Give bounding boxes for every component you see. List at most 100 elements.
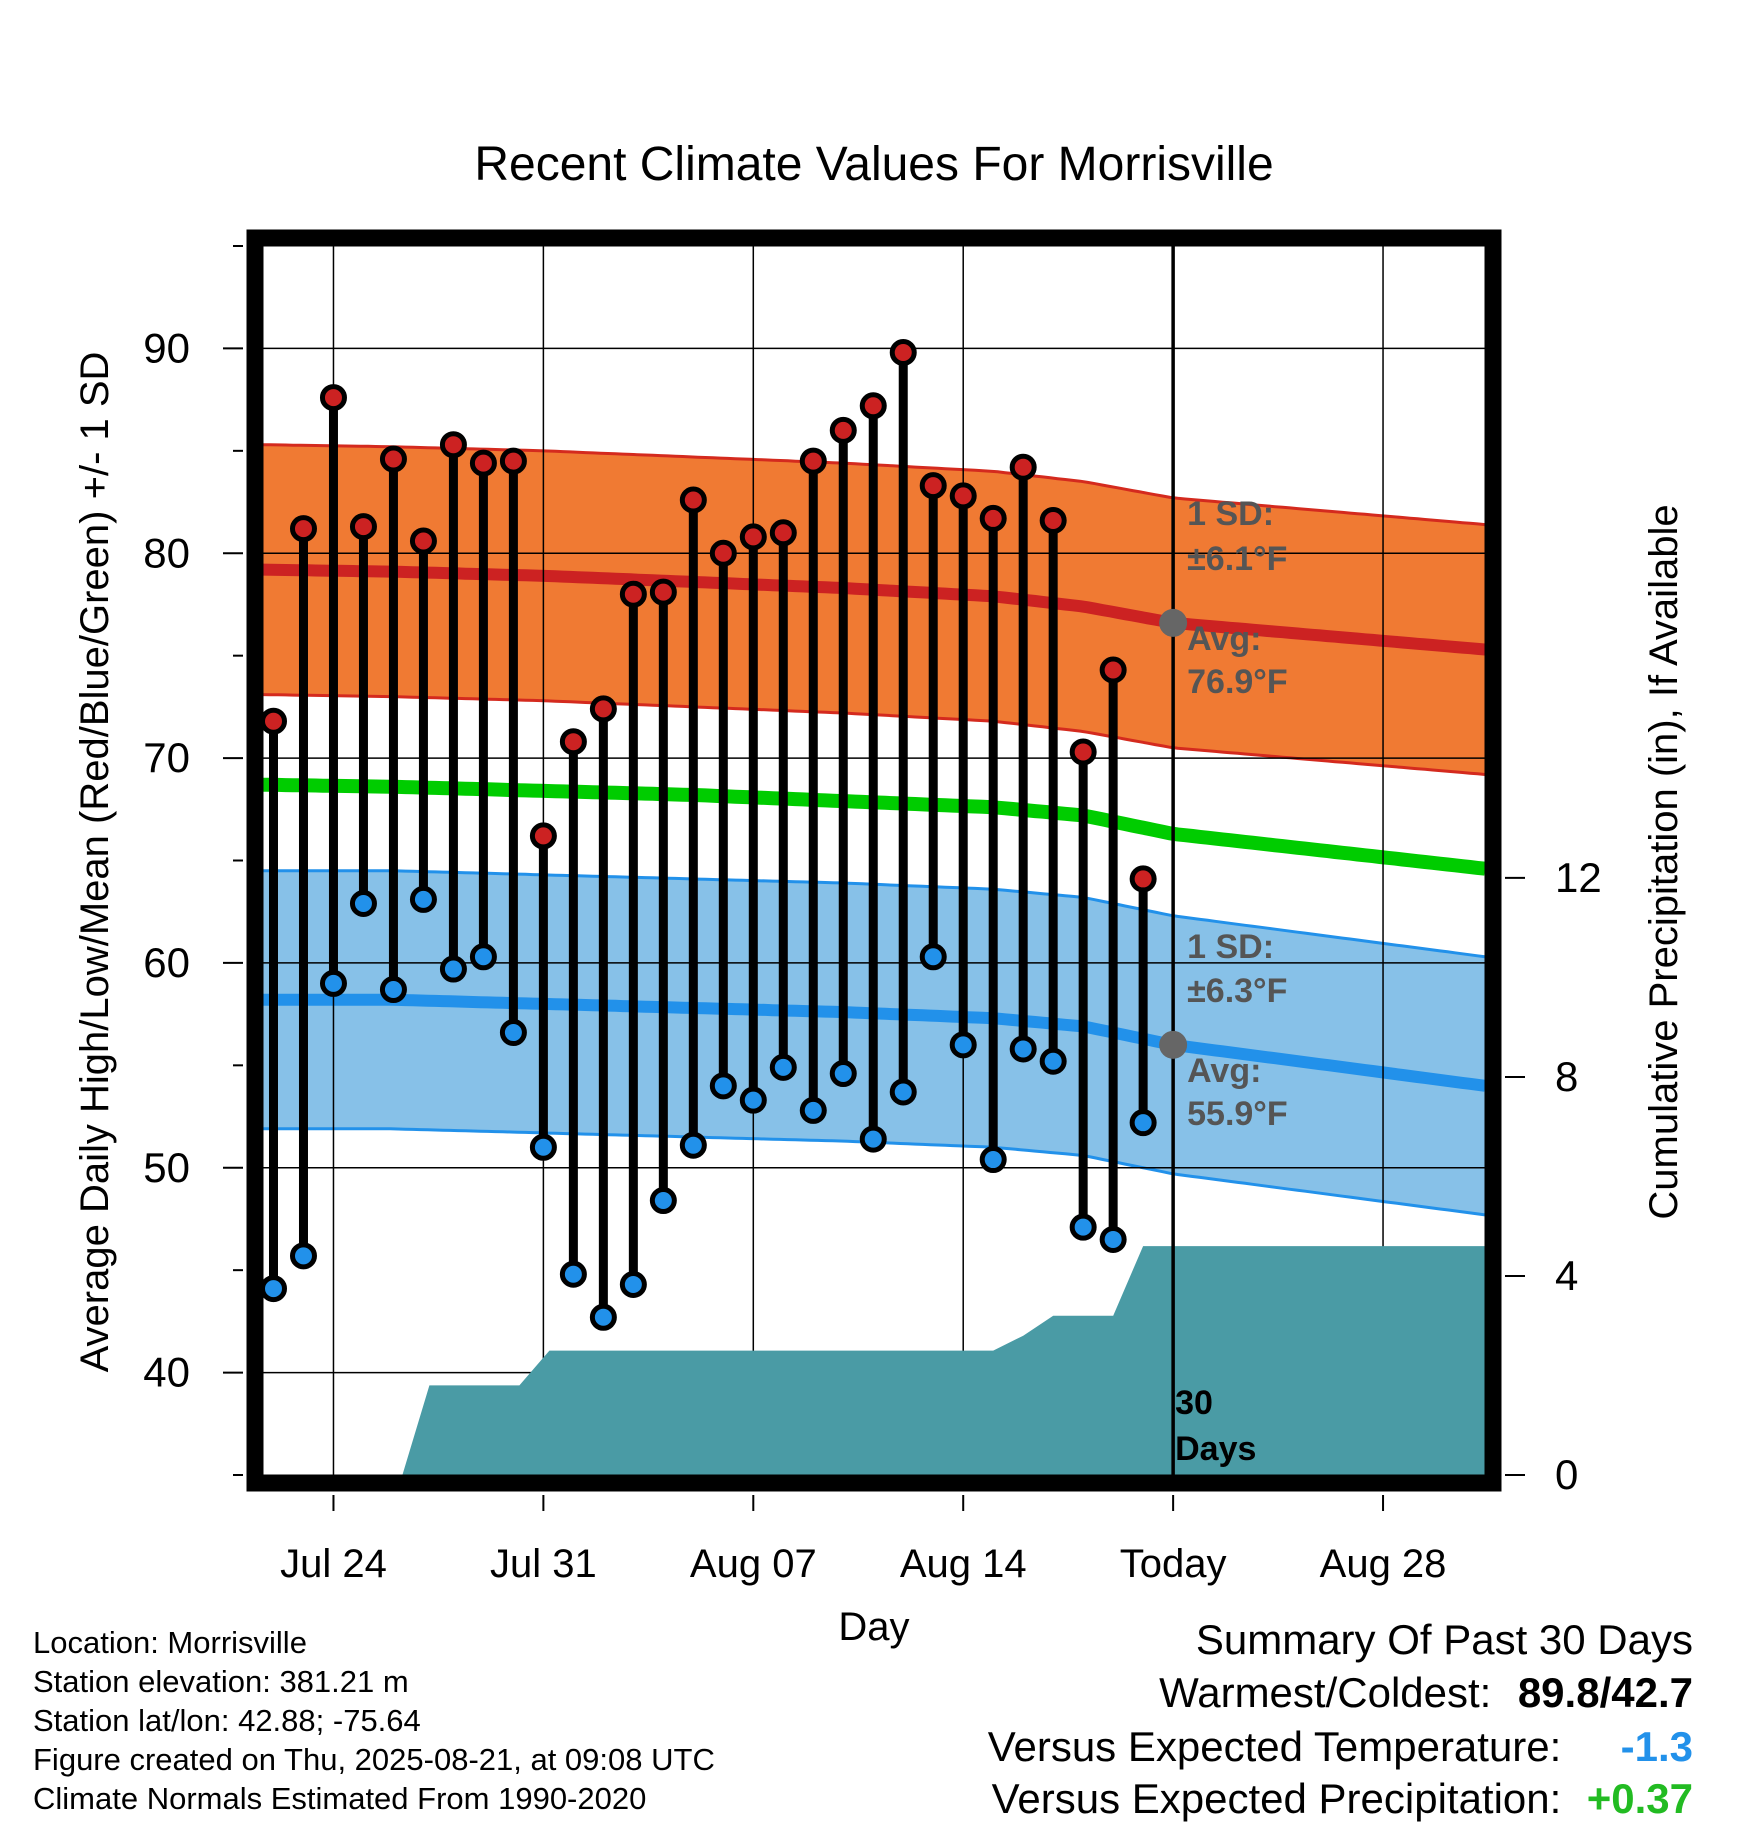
y2-axis-label: Cumulative Precipitation (in), If Availa… — [1642, 504, 1686, 1219]
low-point — [979, 1146, 1007, 1174]
latlon-text: Station lat/lon: 42.88; -75.64 — [33, 1703, 421, 1738]
x-tick-label: Aug 07 — [690, 1542, 817, 1586]
temp-value: -1.3 — [1620, 1723, 1693, 1770]
high-point — [319, 384, 347, 412]
low-point — [739, 1086, 767, 1114]
low-point — [409, 885, 437, 913]
high-point — [589, 695, 617, 723]
low-point — [589, 1303, 617, 1331]
elevation-text: Station elevation: 381.21 m — [33, 1664, 409, 1699]
high-sd-value: ±6.1°F — [1187, 540, 1287, 578]
high-point — [1129, 865, 1157, 893]
y-tick-label: 70 — [143, 734, 190, 781]
created-text: Figure created on Thu, 2025-08-21, at 09… — [33, 1742, 715, 1777]
today-low-avg-marker — [1159, 1030, 1188, 1059]
high-point — [439, 431, 467, 459]
low-point — [619, 1271, 647, 1299]
low-sd-value: ±6.3°F — [1187, 972, 1287, 1010]
high-point — [1069, 738, 1097, 766]
high-point — [859, 392, 887, 420]
high-point — [1099, 656, 1127, 684]
high-point — [619, 580, 647, 608]
low-point — [499, 1019, 527, 1047]
low-point — [1069, 1213, 1097, 1241]
days-label-text: Days — [1175, 1430, 1256, 1468]
high-point — [799, 447, 827, 475]
high-avg-value: 76.9°F — [1187, 663, 1288, 701]
high-point — [409, 527, 437, 555]
low-point — [559, 1260, 587, 1288]
low-avg-label: Avg: — [1187, 1052, 1261, 1090]
x-tick-label: Aug 28 — [1320, 1542, 1447, 1586]
warm-cold-value: 89.8/42.7 — [1503, 1669, 1693, 1717]
y2-tick-label: 4 — [1555, 1252, 1578, 1299]
today-high-avg-marker — [1159, 608, 1188, 637]
high-point — [769, 519, 797, 547]
low-point — [799, 1096, 827, 1124]
high-point — [709, 539, 737, 567]
y-axis-label: Average Daily High/Low/Mean (Red/Blue/Gr… — [73, 352, 117, 1373]
high-point — [499, 447, 527, 475]
low-point — [709, 1072, 737, 1100]
high-avg-label: Avg: — [1187, 620, 1261, 658]
high-point — [1009, 453, 1037, 481]
low-point — [263, 1275, 287, 1303]
low-point — [919, 943, 947, 971]
warm-cold-label: Warmest/Coldest: — [1159, 1669, 1492, 1716]
x-tick-label: Aug 14 — [900, 1542, 1027, 1586]
summary-precip: Versus Expected Precipitation: +0.37 — [992, 1775, 1693, 1823]
x-axis-label: Day — [838, 1605, 909, 1649]
high-point — [469, 449, 497, 477]
low-point — [1039, 1047, 1067, 1075]
low-point — [349, 890, 377, 918]
high-point — [559, 728, 587, 756]
y2-tick-label: 8 — [1555, 1053, 1578, 1100]
y2-tick-label: 0 — [1555, 1451, 1578, 1498]
low-point — [439, 955, 467, 983]
x-tick-label: Jul 31 — [490, 1542, 597, 1586]
low-point — [679, 1131, 707, 1159]
x-tick-label: Jul 24 — [280, 1542, 387, 1586]
low-point — [289, 1242, 317, 1270]
plot-area — [263, 246, 1485, 1475]
high-point — [649, 578, 677, 606]
low-point — [379, 976, 407, 1004]
low-point — [889, 1078, 917, 1106]
high-point — [919, 472, 947, 500]
high-point — [529, 822, 557, 850]
y-tick-label: 40 — [143, 1349, 190, 1396]
temp-label: Versus Expected Temperature: — [987, 1723, 1562, 1770]
y2-tick-label: 12 — [1555, 854, 1602, 901]
precip-area — [263, 1246, 1485, 1475]
low-point — [529, 1133, 557, 1161]
high-point — [949, 482, 977, 510]
y-tick-label: 60 — [143, 939, 190, 986]
low-avg-value: 55.9°F — [1187, 1095, 1288, 1133]
high-point — [349, 513, 377, 541]
low-point — [769, 1053, 797, 1081]
warmest-value: 89.8 — [1517, 1669, 1600, 1716]
location-text: Location: Morrisville — [33, 1625, 307, 1660]
high-point — [263, 707, 287, 735]
summary-warm-cold: Warmest/Coldest: 89.8/42.7 — [1159, 1669, 1693, 1717]
normals-text: Climate Normals Estimated From 1990-2020 — [33, 1781, 647, 1816]
y-tick-label: 50 — [143, 1144, 190, 1191]
high-point — [979, 504, 1007, 532]
station-info: Location: Morrisville Station elevation:… — [33, 1623, 715, 1818]
high-point — [379, 445, 407, 473]
high-sd-label: 1 SD: — [1187, 495, 1274, 533]
low-sd-label: 1 SD: — [1187, 928, 1274, 966]
summary-title: Summary Of Past 30 Days — [1195, 1616, 1693, 1663]
low-point — [859, 1125, 887, 1153]
precip-label: Versus Expected Precipitation: — [991, 1775, 1562, 1822]
low-point — [1009, 1035, 1037, 1063]
low-point — [949, 1031, 977, 1059]
high-point — [739, 523, 767, 551]
low-point — [1129, 1109, 1157, 1137]
high-point — [1039, 506, 1067, 534]
low-point — [319, 969, 347, 997]
summary-temp: Versus Expected Temperature: -1.3 — [988, 1723, 1693, 1771]
high-point — [829, 416, 857, 444]
high-point — [679, 486, 707, 514]
